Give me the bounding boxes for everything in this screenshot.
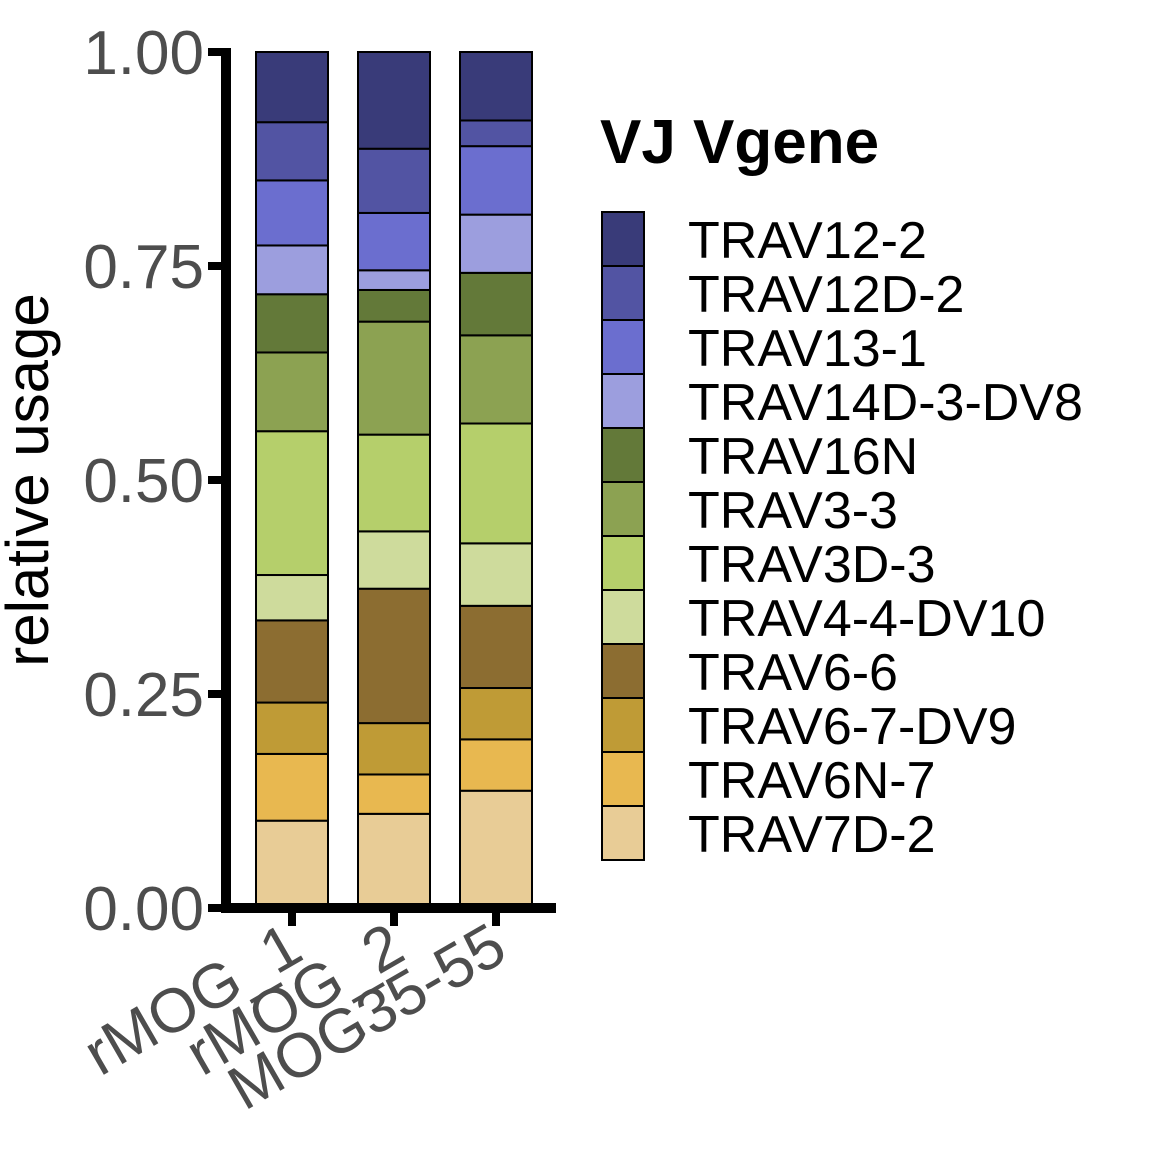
legend-key (601, 589, 645, 645)
legend-label: TRAV12-2 (688, 212, 927, 270)
bar-segment (255, 819, 329, 909)
bar-segment (255, 619, 329, 704)
legend-key (601, 427, 645, 483)
y-tick-label: 0.75 (83, 233, 204, 302)
bar-segment (255, 574, 329, 622)
bar-segment (255, 179, 329, 247)
bar-segment (459, 687, 533, 741)
legend-label: TRAV13-1 (688, 320, 927, 378)
legend: TRAV12-2TRAV12D-2TRAV13-1TRAV14D-3-DV8TR… (601, 211, 1083, 864)
legend-label: TRAV6N-7 (688, 752, 936, 810)
y-axis-title: relative usage (0, 293, 61, 667)
legend-key (601, 805, 645, 861)
legend-label: TRAV16N (688, 428, 918, 486)
bar-segment (459, 738, 533, 792)
bar-segment (255, 752, 329, 822)
legend-key (601, 265, 645, 321)
y-tick-label: 0.50 (83, 447, 204, 516)
legend-label: TRAV3D-3 (688, 536, 936, 594)
bar-segment (459, 422, 533, 545)
legend-key (601, 373, 645, 429)
bar-segment (459, 334, 533, 425)
legend-title: VJ Vgene (600, 108, 879, 177)
legend-label: TRAV12D-2 (688, 266, 964, 324)
bar-segment (255, 701, 329, 755)
bar-segment (357, 147, 431, 214)
bar-segment (357, 433, 431, 533)
legend-key (601, 481, 645, 537)
bar-segment (459, 145, 533, 216)
legend-label: TRAV6-7-DV9 (688, 698, 1016, 756)
legend-key (601, 211, 645, 267)
bar-segment (255, 51, 329, 124)
bar-segment (357, 51, 431, 150)
bar-segment (255, 430, 329, 577)
bar-segment (357, 320, 431, 436)
legend-label: TRAV14D-3-DV8 (688, 374, 1083, 432)
bar-segment (255, 293, 329, 354)
y-tick-label: 1.00 (83, 19, 204, 88)
bar-segment (357, 530, 431, 590)
bar-segment (357, 211, 431, 272)
bar-segment (255, 121, 329, 182)
bar-segment (459, 119, 533, 148)
bars-layer (255, 51, 533, 910)
bar-segment (459, 213, 533, 274)
bar-segment (459, 604, 533, 690)
legend-label: TRAV6-6 (688, 644, 898, 702)
bar-segment (357, 587, 431, 725)
legend-key (601, 535, 645, 591)
y-tick-label: 0.00 (83, 875, 204, 944)
bar-segment (459, 271, 533, 337)
legend-key (601, 643, 645, 699)
legend-label: TRAV7D-2 (688, 806, 936, 864)
bar-segment (357, 269, 431, 291)
legend-label: TRAV3-3 (688, 482, 898, 540)
bar-segment (357, 812, 431, 910)
axes-layer (208, 48, 556, 926)
bar-segment (357, 773, 431, 815)
bar-segment (255, 244, 329, 296)
bar-segment (459, 51, 533, 122)
y-tick-label: 0.25 (83, 661, 204, 730)
bar-segment (459, 789, 533, 910)
bar-segment (357, 288, 431, 323)
legend-label: TRAV4-4-DV10 (688, 590, 1045, 648)
legend-key (601, 751, 645, 807)
legend-key (601, 319, 645, 375)
legend-key (601, 697, 645, 753)
bar-segment (255, 351, 329, 433)
bar-segment (357, 722, 431, 776)
bar-segment (459, 542, 533, 607)
